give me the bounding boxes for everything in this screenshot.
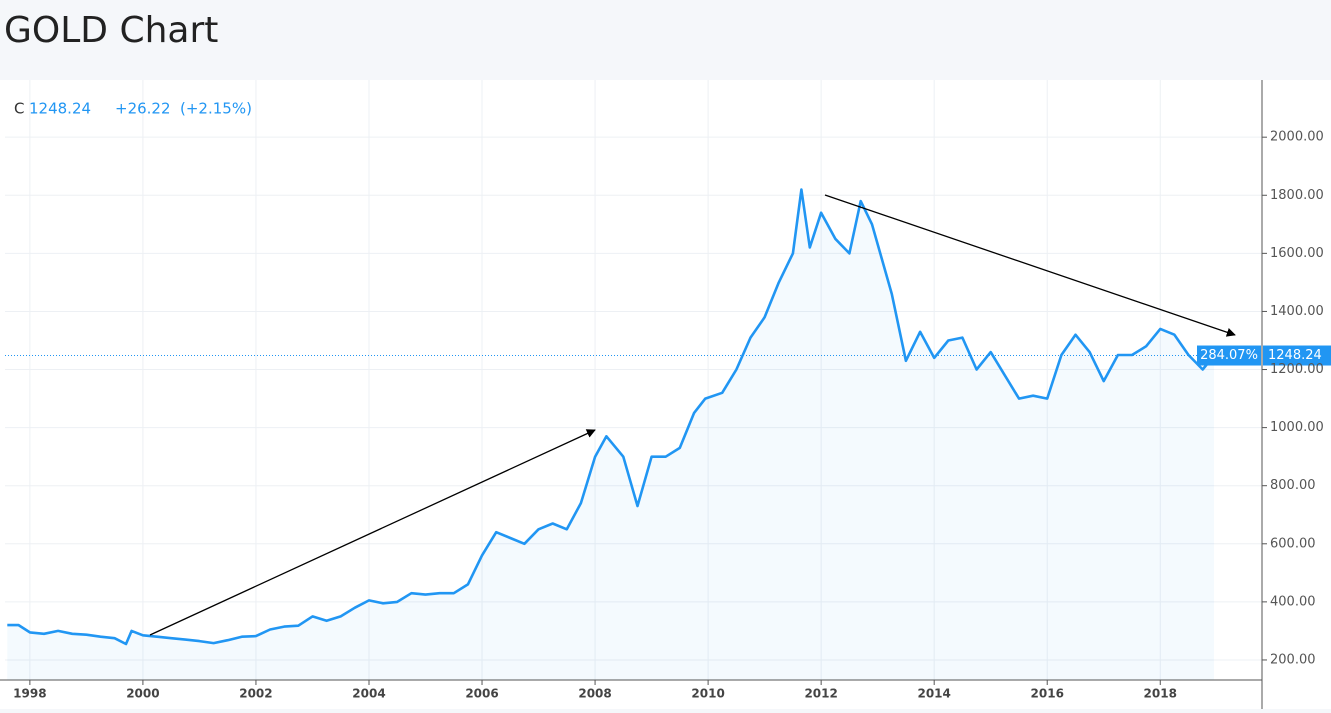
y-tick-label: 400.00 — [1270, 594, 1316, 609]
chart-panel — [0, 80, 1331, 709]
x-tick-label: 2002 — [239, 687, 272, 701]
y-tick-label: 1200.00 — [1270, 362, 1324, 377]
x-tick-label: 1998 — [13, 687, 46, 701]
y-tick-label: 200.00 — [1270, 652, 1316, 667]
y-tick-label: 1800.00 — [1270, 188, 1324, 203]
page-title: GOLD Chart — [4, 10, 218, 51]
x-tick-label: 2010 — [691, 687, 724, 701]
x-tick-label: 2014 — [917, 687, 950, 701]
y-tick-label: 1600.00 — [1270, 246, 1324, 261]
price-line — [7, 188, 1216, 646]
y-tick-label: 1000.00 — [1270, 420, 1324, 435]
x-tick-label: 2012 — [804, 687, 837, 701]
y-tick-label: 800.00 — [1270, 478, 1316, 493]
percent-badge: 284.07% — [1200, 348, 1258, 363]
y-tick-label: 1400.00 — [1270, 304, 1324, 319]
percent-badge-bg — [1197, 345, 1261, 366]
x-tick-label: 2008 — [578, 687, 611, 701]
y-tick-label: 2000.00 — [1270, 130, 1324, 145]
trend-arrow — [824, 194, 1236, 337]
x-tick-label: 2016 — [1031, 687, 1064, 701]
close-value: 1248.24 — [29, 100, 91, 118]
change: +26.22 — [115, 100, 171, 118]
x-tick-label: 2006 — [465, 687, 498, 701]
x-tick-label: 2004 — [352, 687, 385, 701]
price-badge: 1248.24 — [1268, 348, 1322, 363]
price-badge-bg — [1263, 345, 1331, 366]
x-tick-label: 2000 — [126, 687, 159, 701]
x-tick-label: 2018 — [1144, 687, 1177, 701]
change-pct: (+2.15%) — [180, 100, 252, 118]
area — [7, 189, 1215, 680]
y-tick-label: 600.00 — [1270, 536, 1316, 551]
close-label: C — [14, 100, 24, 118]
trend-arrow — [149, 429, 596, 636]
